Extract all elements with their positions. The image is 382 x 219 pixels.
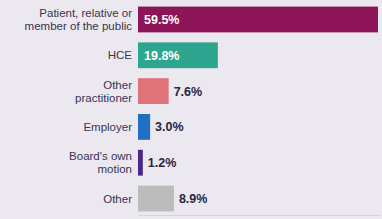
category-label: Other (103, 193, 132, 205)
bars (138, 7, 378, 212)
category-label: Board's ownmotion (69, 150, 132, 175)
category-label-line: Other (103, 79, 132, 91)
data-label: 19.8% (144, 49, 179, 63)
bar (138, 7, 378, 33)
bar (138, 186, 174, 212)
bar (138, 42, 218, 68)
x-axis (139, 215, 381, 216)
category-label-line: Other (103, 193, 132, 205)
category-label-line: motion (97, 163, 132, 175)
bar (138, 78, 169, 104)
category-labels: Patient, relative ormember of the public… (25, 7, 133, 205)
category-label: HCE (108, 49, 133, 61)
x-axis-line (139, 215, 381, 216)
category-label-line: practitioner (75, 92, 132, 104)
bar (138, 114, 150, 140)
category-label: Otherpractitioner (75, 79, 132, 104)
data-label: 7.6% (174, 85, 203, 99)
category-label-line: Patient, relative or (39, 7, 132, 19)
data-label: 3.0% (155, 120, 184, 134)
data-label: 1.2% (148, 156, 177, 170)
category-label-line: HCE (108, 49, 133, 61)
data-label: 59.5% (144, 13, 179, 27)
category-label-line: member of the public (25, 20, 133, 32)
category-label-line: Employer (83, 121, 132, 133)
category-label-line: Board's own (69, 150, 132, 162)
category-label: Patient, relative ormember of the public (25, 7, 133, 32)
bar (138, 150, 143, 176)
chart: Patient, relative ormember of the public… (0, 0, 382, 219)
data-labels: 59.5% 19.8% 7.6% 3.0% 1.2% 8.9% (144, 13, 207, 206)
category-label: Employer (83, 121, 132, 133)
data-label: 8.9% (179, 192, 208, 206)
